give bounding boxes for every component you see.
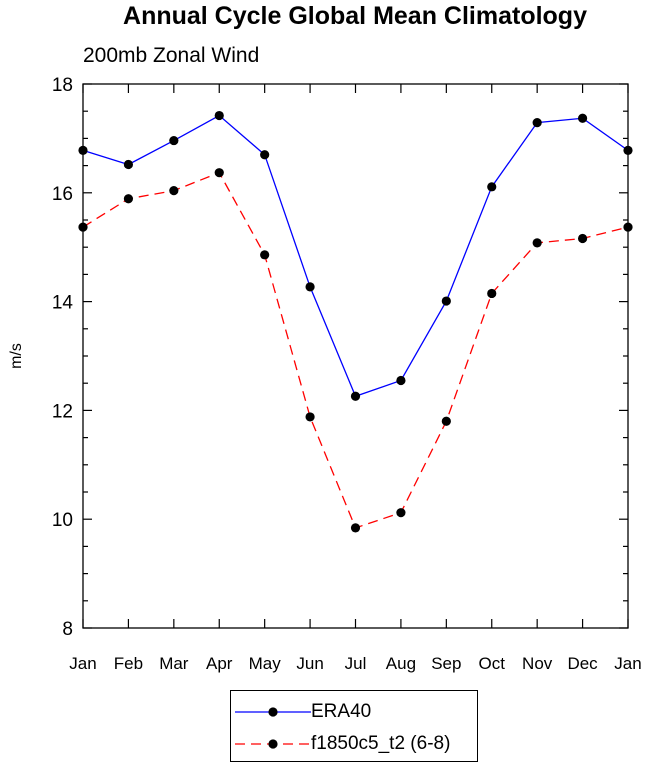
x-tick-label: Dec — [567, 654, 598, 673]
data-point-s0-4 — [260, 150, 270, 160]
chart-title: Annual Cycle Global Mean Climatology — [123, 2, 587, 30]
x-tick-label: Feb — [114, 654, 143, 673]
data-point-s0-3 — [214, 110, 224, 121]
y-tick-label: 16 — [52, 184, 73, 205]
data-point-s0-6 — [350, 391, 361, 401]
y-axis-label: m/s — [8, 343, 25, 369]
data-point-s0-11 — [577, 113, 588, 123]
data-point-s1-2 — [169, 186, 179, 196]
data-point-s1-3 — [214, 168, 224, 178]
data-point-s1-9 — [487, 288, 497, 299]
y-tick-label: 10 — [52, 510, 73, 531]
legend-item-era40: ERA40 — [231, 697, 477, 727]
x-tick-label: Jun — [296, 654, 323, 673]
data-point-s0-2 — [169, 135, 179, 146]
legend: ERA40 f1850c5_t2 (6-8) — [230, 690, 478, 762]
data-point-s1-4 — [260, 250, 270, 260]
series-line-1 — [82, 171, 629, 529]
data-point-s0-9 — [487, 182, 497, 192]
data-point-s0-8 — [441, 296, 451, 306]
x-tick-label: Jul — [345, 654, 367, 673]
legend-label-f1850c5: f1850c5_t2 (6-8) — [311, 733, 451, 754]
data-point-s1-6 — [350, 523, 361, 533]
legend-item-f1850c5: f1850c5_t2 (6-8) — [231, 729, 477, 759]
y-tick-label: 14 — [52, 293, 74, 314]
data-point-s1-1 — [123, 194, 134, 204]
data-point-s0-5 — [305, 282, 315, 292]
data-point-s1-7 — [396, 508, 406, 518]
chart-subtitle: 200mb Zonal Wind — [83, 44, 260, 67]
x-tick-label: Oct — [479, 654, 506, 673]
y-tick-label: 18 — [52, 75, 73, 96]
data-point-s1-5 — [305, 412, 315, 422]
y-tick-label: 12 — [52, 401, 73, 422]
x-tick-label: Mar — [159, 654, 189, 673]
x-tick-label: Apr — [206, 654, 233, 673]
data-point-s0-12 — [623, 145, 633, 155]
legend-marker-era40 — [235, 707, 311, 717]
data-point-s1-8 — [441, 416, 451, 426]
x-tick-label: May — [249, 654, 282, 673]
data-point-s0-7 — [396, 375, 406, 386]
data-point-s0-0 — [78, 145, 88, 155]
legend-marker-f1850c5 — [235, 739, 311, 749]
y-tick-label: 8 — [62, 619, 73, 640]
x-tick-label: Sep — [431, 654, 461, 673]
x-tick-label: Nov — [522, 654, 553, 673]
x-tick-label: Jan — [69, 654, 96, 673]
data-point-s1-12 — [623, 222, 633, 232]
data-point-s1-0 — [78, 222, 88, 232]
data-point-s0-1 — [123, 159, 134, 170]
plot-frame — [82, 83, 629, 629]
chart-canvas: 8 10 12 14 16 18 Jan Feb Mar Apr May Jun Jul Aug Sep Oc… — [8, 75, 642, 673]
x-tick-label: Jan — [614, 654, 641, 673]
data-point-s0-10 — [532, 118, 542, 128]
x-tick-label: Aug — [386, 654, 416, 673]
data-point-s1-11 — [577, 233, 588, 244]
series-line-0 — [82, 114, 629, 398]
legend-label-era40: ERA40 — [311, 701, 372, 722]
data-point-s1-10 — [532, 238, 542, 248]
